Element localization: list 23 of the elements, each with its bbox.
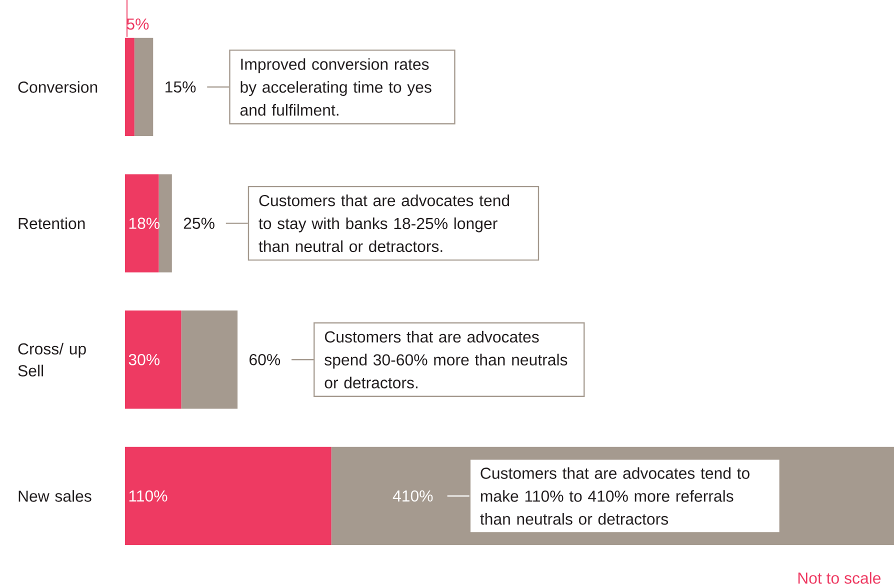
bar xyxy=(125,174,159,272)
y-tick-label: Retention xyxy=(18,217,85,230)
data-label: 30% xyxy=(128,354,160,366)
data-label: 110% xyxy=(129,490,168,502)
annotation: Improved conversion rates by accelerating time to yes and fulfilment. xyxy=(240,58,432,116)
y-tick-label: Conversion xyxy=(18,81,98,93)
total-label: 15% xyxy=(166,81,196,93)
bar xyxy=(158,174,172,272)
total-label: 25% xyxy=(184,218,214,229)
y-tick-label: New sales xyxy=(18,490,92,502)
bar xyxy=(181,310,238,409)
total-label: 60% xyxy=(250,354,280,366)
total-label: 410% xyxy=(392,490,433,502)
annotation: Customers that are advocates spend 30-60% more than neutrals or detractors. xyxy=(324,330,568,388)
data-label: 5% xyxy=(126,18,149,30)
annotation: Customers that are advocates tend to stay with banks 18-25% longer than neutral or detractors. xyxy=(258,194,510,252)
bar xyxy=(134,38,154,136)
text: Not to scale xyxy=(798,572,881,584)
data-label: 18% xyxy=(129,218,160,229)
annotation: Customers that are advocates tend to make 110% to 410% more referrals than neutrals or detractors xyxy=(480,467,750,525)
y-tick-label: Cross/ up Sell xyxy=(18,342,86,376)
bar xyxy=(125,446,332,546)
bar xyxy=(125,310,182,409)
